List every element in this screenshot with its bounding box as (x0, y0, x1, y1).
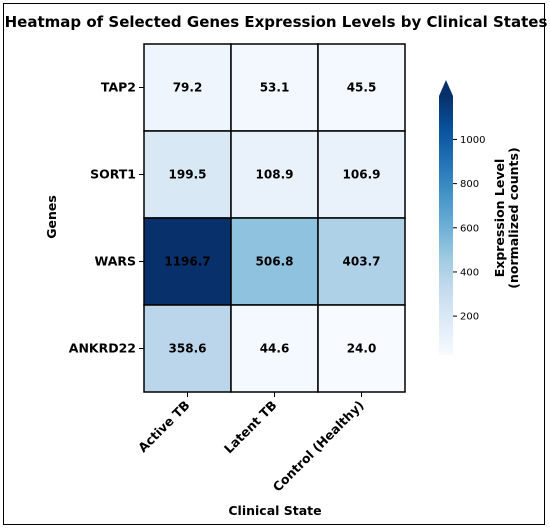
colorbar-tick-label: 200 (460, 312, 479, 323)
heatmap-cell (143, 304, 232, 393)
cell-value-label: 403.7 (343, 255, 381, 269)
colorbar-tick-label: 400 (460, 267, 479, 278)
cell-value-label: 45.5 (347, 81, 377, 95)
heatmap-cell (317, 304, 406, 393)
colorbar-label-line2: (normalized counts) (506, 147, 521, 288)
colorbar-gradient (439, 96, 453, 355)
cell-value-label: 44.6 (260, 342, 290, 356)
y-tick-label: ANKRD22 (69, 341, 136, 356)
x-tick-label: Active TB (135, 398, 193, 456)
cell-value-label: 24.0 (347, 342, 377, 356)
x-tick-label: Control (Healthy) (270, 398, 367, 495)
cell-value-label: 358.6 (169, 342, 207, 356)
row-labels: TAP2 SORT1 WARS ANKRD22 (69, 80, 144, 356)
colorbar-tick-label: 800 (460, 179, 479, 190)
y-axis-label: Genes (44, 195, 59, 239)
colorbar-ticks: 200 400 600 800 1000 (453, 135, 485, 323)
cell-value-label: 108.9 (256, 168, 294, 182)
x-tick-label: Latent TB (221, 398, 280, 457)
heatmap-cell (230, 43, 319, 132)
colorbar: 200 400 600 800 1000 Expression Level (norma… (439, 80, 521, 355)
colorbar-label-line1: Expression Level (492, 159, 507, 278)
cell-value-label: 1196.7 (164, 255, 210, 269)
figure-frame (3, 3, 545, 525)
y-tick-label: WARS (94, 254, 136, 269)
colorbar-extend-arrow (439, 80, 453, 96)
heatmap-cell (230, 304, 319, 393)
colorbar-tick-label: 1000 (460, 135, 485, 146)
cell-value-label: 79.2 (173, 81, 203, 95)
cell-value-label: 506.8 (256, 255, 294, 269)
y-tick-label: SORT1 (90, 167, 136, 182)
y-tick-label: TAP2 (101, 80, 136, 95)
x-axis-label: Clinical State (228, 503, 321, 518)
heatmap-cell (230, 217, 319, 306)
heatmap-cell (317, 130, 406, 219)
chart-title: Heatmap of Selected Genes Expression Lev… (5, 13, 548, 31)
cell-value-label: 106.9 (343, 168, 381, 182)
colorbar-tick-label: 600 (460, 223, 479, 234)
heatmap-cell (317, 43, 406, 132)
cell-value-label: 199.5 (169, 168, 207, 182)
heatmap-cells: 79.2 53.1 45.5 199.5 108.9 106.9 1196.7 506.8 40… (143, 43, 406, 393)
heatmap-cell (317, 217, 406, 306)
cell-value-label: 53.1 (260, 81, 290, 95)
